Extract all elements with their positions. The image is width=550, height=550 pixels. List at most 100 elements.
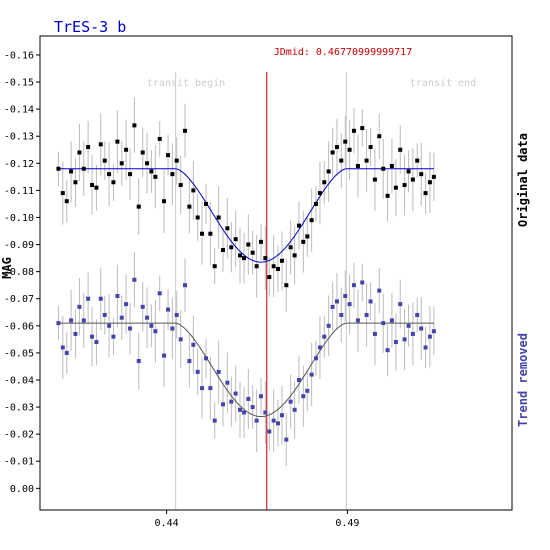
data-point <box>423 191 428 196</box>
data-point <box>60 191 65 196</box>
data-point <box>322 334 327 339</box>
data-point <box>119 161 124 166</box>
data-point <box>402 182 407 187</box>
data-point <box>195 215 200 220</box>
x-tick-label: 0.49 <box>335 518 359 529</box>
data-point <box>246 396 251 401</box>
data-point <box>225 226 230 231</box>
data-point <box>309 372 314 377</box>
transit-end-label: transit end <box>410 78 476 89</box>
data-point <box>305 388 310 393</box>
data-point <box>119 315 124 320</box>
data-point <box>415 312 420 317</box>
data-point <box>385 193 390 198</box>
data-point <box>343 294 348 299</box>
data-point <box>166 153 171 158</box>
data-point <box>393 340 398 345</box>
data-point <box>267 429 272 434</box>
data-point <box>107 323 112 328</box>
data-point <box>427 334 432 339</box>
data-point <box>191 188 196 193</box>
data-point <box>145 315 150 320</box>
data-point <box>406 169 411 174</box>
y-tick-label: -0.03 <box>4 403 34 414</box>
x-tick-label: 0.44 <box>155 518 179 529</box>
data-point <box>372 331 377 336</box>
data-point <box>241 410 246 415</box>
data-point <box>149 323 154 328</box>
jdmid-label: JDmid: 0.46770999999717 <box>274 47 412 58</box>
data-point <box>271 418 276 423</box>
data-point <box>415 158 420 163</box>
data-point <box>208 386 213 391</box>
data-point <box>288 399 293 404</box>
data-point <box>364 158 369 163</box>
data-point <box>73 180 78 185</box>
data-point <box>183 283 188 288</box>
data-point <box>98 142 103 147</box>
data-point <box>398 147 403 152</box>
data-point <box>267 275 272 280</box>
data-point <box>279 413 284 418</box>
data-point <box>128 172 133 177</box>
data-point <box>115 294 120 299</box>
data-point <box>98 296 103 301</box>
y-tick-label: -0.13 <box>4 132 34 143</box>
data-point <box>102 312 107 317</box>
data-point <box>241 256 246 261</box>
data-point <box>254 264 259 269</box>
data-point <box>347 147 352 152</box>
data-point <box>296 377 301 382</box>
data-point <box>381 321 386 326</box>
data-point <box>402 337 407 342</box>
data-point <box>170 172 175 177</box>
data-point <box>385 348 390 353</box>
data-point <box>73 331 78 336</box>
data-point <box>111 334 116 339</box>
data-point <box>229 245 234 250</box>
data-point <box>238 407 243 412</box>
data-point <box>288 245 293 250</box>
data-point <box>339 158 344 163</box>
data-point <box>246 242 251 247</box>
data-point <box>157 291 162 296</box>
data-point <box>212 264 217 269</box>
data-point <box>90 334 95 339</box>
data-point <box>174 312 179 317</box>
fit-curve-trend <box>58 322 434 417</box>
data-point <box>410 331 415 336</box>
data-point <box>258 239 263 244</box>
data-point <box>107 172 112 177</box>
data-point <box>174 158 179 163</box>
data-point <box>64 199 69 204</box>
y-tick-label: -0.09 <box>4 240 34 251</box>
data-point <box>431 329 436 334</box>
y-tick-label: -0.08 <box>4 267 34 278</box>
data-point <box>398 302 403 307</box>
data-point <box>64 350 69 355</box>
data-point <box>238 253 243 258</box>
data-point <box>389 318 394 323</box>
data-point <box>128 326 133 331</box>
data-point <box>263 410 268 415</box>
data-point <box>111 180 116 185</box>
data-point <box>136 359 141 364</box>
data-point <box>355 318 360 323</box>
data-point <box>153 174 158 179</box>
data-point <box>301 394 306 399</box>
y-tick-label: -0.16 <box>4 50 34 61</box>
y-tick-label: -0.01 <box>4 457 34 468</box>
data-point <box>284 283 289 288</box>
data-point <box>136 204 141 209</box>
data-point <box>195 369 200 374</box>
y-tick-label: -0.07 <box>4 294 34 305</box>
data-point <box>86 145 91 150</box>
data-point <box>170 326 175 331</box>
data-point <box>132 277 137 282</box>
data-point <box>334 145 339 150</box>
data-point <box>389 164 394 169</box>
y-tick-label: -0.11 <box>4 186 34 197</box>
data-point <box>233 391 238 396</box>
data-point <box>381 166 386 171</box>
